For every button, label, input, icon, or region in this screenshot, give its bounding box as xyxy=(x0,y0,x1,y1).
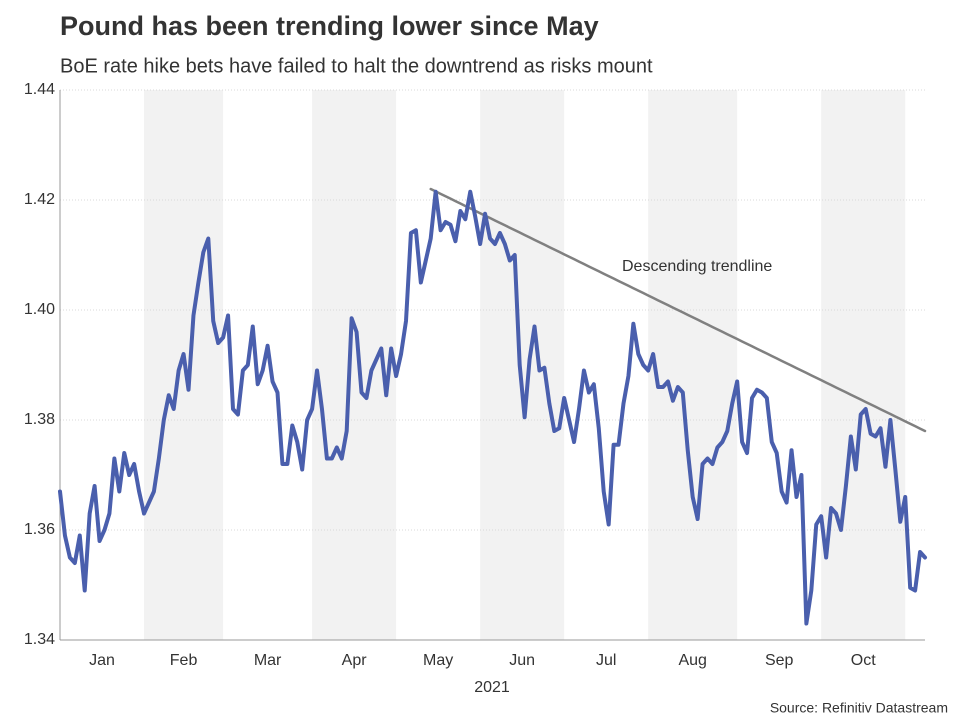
month-band xyxy=(821,90,906,640)
month-band xyxy=(648,90,738,640)
x-tick-label: Jul xyxy=(596,652,616,669)
x-tick-label: Feb xyxy=(170,652,198,669)
source-note: Source: Refinitiv Datastream xyxy=(770,700,948,716)
x-tick-label: Mar xyxy=(254,652,282,669)
x-tick-label: Jan xyxy=(89,652,115,669)
trendline-label: Descending trendline xyxy=(622,258,772,275)
x-tick-label: Apr xyxy=(342,652,368,669)
x-tick-label: Sep xyxy=(765,652,794,669)
month-band xyxy=(480,90,565,640)
chart-title: Pound has been trending lower since May xyxy=(60,11,599,41)
y-tick-label: 1.34 xyxy=(24,631,55,648)
x-tick-label: Aug xyxy=(678,652,706,669)
x-axis-label: 2021 xyxy=(474,679,510,696)
x-tick-label: Jun xyxy=(509,652,535,669)
x-tick-label: May xyxy=(423,652,453,669)
trendline xyxy=(429,187,927,433)
y-tick-label: 1.40 xyxy=(24,301,55,318)
chart-subtitle: BoE rate hike bets have failed to halt t… xyxy=(60,55,653,77)
y-tick-label: 1.44 xyxy=(24,81,55,98)
y-tick-label: 1.42 xyxy=(24,191,55,208)
x-tick-label: Oct xyxy=(851,652,876,669)
price-line xyxy=(58,189,927,626)
y-tick-label: 1.36 xyxy=(24,521,55,538)
y-tick-label: 1.38 xyxy=(24,411,55,428)
